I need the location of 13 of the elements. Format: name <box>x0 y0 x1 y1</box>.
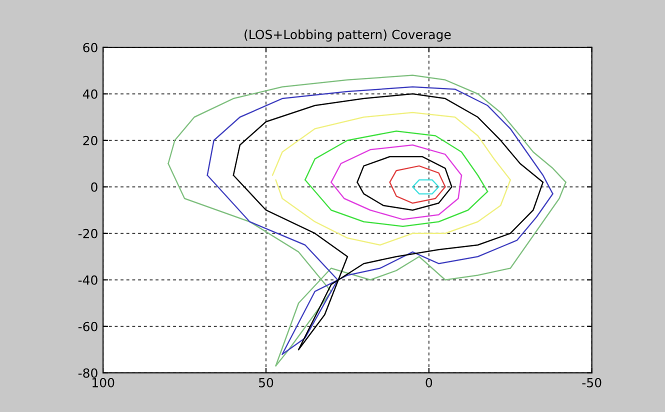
y-tick-label: 60 <box>83 42 98 52</box>
y-tick-label: 20 <box>83 136 98 146</box>
chart-title: (LOS+Lobbing pattern) Coverage <box>244 30 451 42</box>
x-tick-label: 100 <box>92 378 114 388</box>
y-tick-label: 40 <box>82 89 98 99</box>
x-tick-label: -50 <box>582 378 602 388</box>
y-tick-label: -40 <box>78 275 98 285</box>
x-tick-label: 0 <box>426 378 432 388</box>
y-tick-label: -60 <box>78 322 98 332</box>
y-tick-label: -20 <box>78 228 98 238</box>
x-tick-label: 50 <box>259 378 274 388</box>
y-tick-label: 0 <box>91 182 98 192</box>
y-tick-label: -80 <box>78 368 98 378</box>
